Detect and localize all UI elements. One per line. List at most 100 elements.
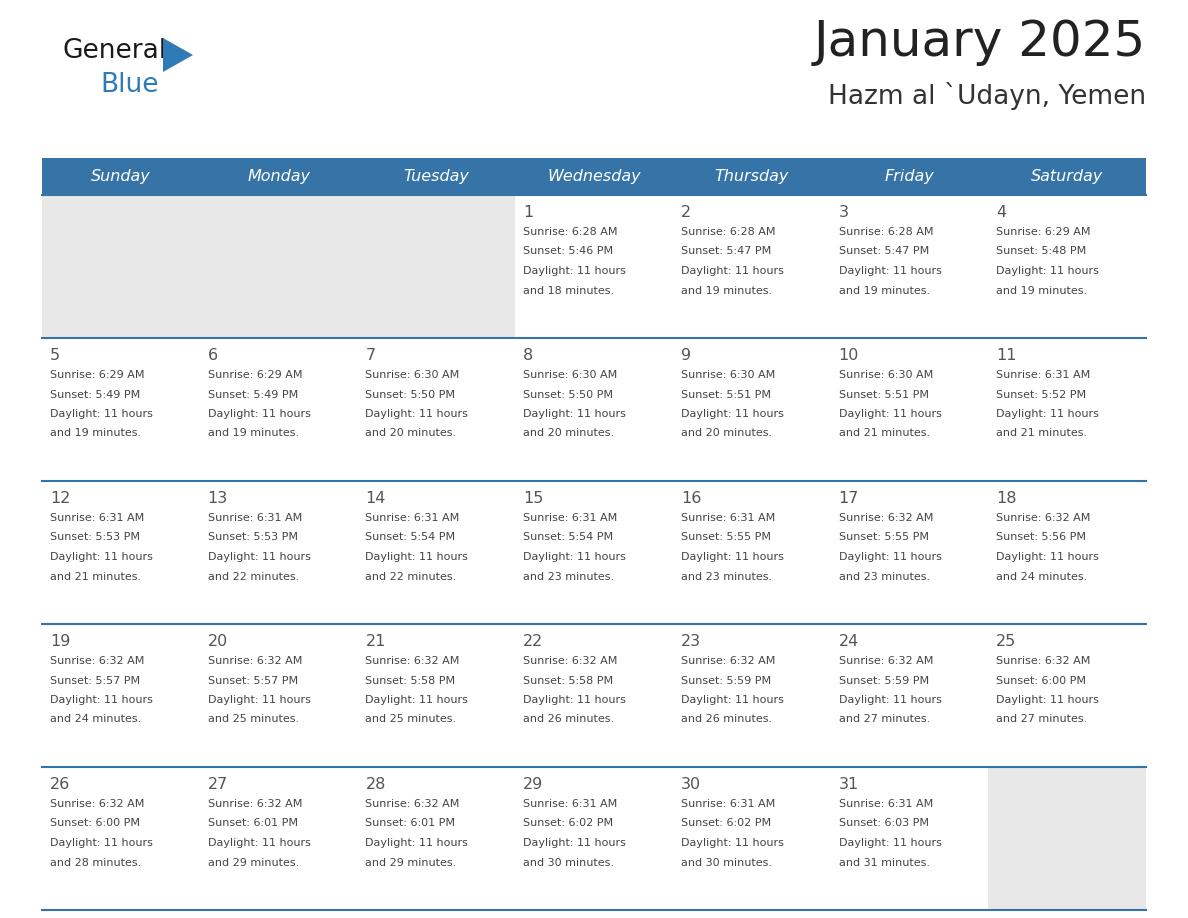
- Text: Sunrise: 6:32 AM: Sunrise: 6:32 AM: [208, 799, 302, 809]
- Text: Sunset: 5:47 PM: Sunset: 5:47 PM: [839, 247, 929, 256]
- Text: and 26 minutes.: and 26 minutes.: [523, 714, 614, 724]
- Bar: [200, 624, 358, 767]
- Text: Sunrise: 6:31 AM: Sunrise: 6:31 AM: [208, 513, 302, 523]
- Text: and 25 minutes.: and 25 minutes.: [208, 714, 299, 724]
- Text: Daylight: 11 hours: Daylight: 11 hours: [50, 409, 153, 419]
- Bar: [42, 624, 200, 767]
- Text: Sunset: 5:54 PM: Sunset: 5:54 PM: [366, 532, 455, 543]
- Text: and 21 minutes.: and 21 minutes.: [50, 572, 141, 581]
- Bar: [830, 624, 988, 767]
- Text: Daylight: 11 hours: Daylight: 11 hours: [366, 552, 468, 562]
- Text: and 20 minutes.: and 20 minutes.: [681, 429, 772, 439]
- Text: and 19 minutes.: and 19 minutes.: [681, 285, 772, 296]
- Text: and 27 minutes.: and 27 minutes.: [839, 714, 930, 724]
- Text: Sunrise: 6:30 AM: Sunrise: 6:30 AM: [839, 370, 933, 380]
- Text: Daylight: 11 hours: Daylight: 11 hours: [839, 838, 941, 848]
- Text: Sunset: 5:58 PM: Sunset: 5:58 PM: [523, 676, 613, 686]
- Text: 23: 23: [681, 634, 701, 649]
- Text: Sunset: 5:49 PM: Sunset: 5:49 PM: [208, 389, 298, 399]
- Text: Sunset: 6:00 PM: Sunset: 6:00 PM: [997, 676, 1086, 686]
- Text: Saturday: Saturday: [1031, 169, 1104, 184]
- Text: Sunrise: 6:31 AM: Sunrise: 6:31 AM: [681, 799, 775, 809]
- Text: Sunset: 6:03 PM: Sunset: 6:03 PM: [839, 819, 929, 829]
- Text: Sunrise: 6:31 AM: Sunrise: 6:31 AM: [523, 513, 618, 523]
- Text: Sunset: 5:47 PM: Sunset: 5:47 PM: [681, 247, 771, 256]
- Text: Sunrise: 6:32 AM: Sunrise: 6:32 AM: [997, 513, 1091, 523]
- Bar: [42, 338, 200, 481]
- Text: and 27 minutes.: and 27 minutes.: [997, 714, 1087, 724]
- Text: Sunset: 6:02 PM: Sunset: 6:02 PM: [681, 819, 771, 829]
- Text: and 24 minutes.: and 24 minutes.: [50, 714, 141, 724]
- Text: 10: 10: [839, 348, 859, 363]
- Text: Daylight: 11 hours: Daylight: 11 hours: [523, 695, 626, 705]
- Bar: [672, 338, 830, 481]
- Bar: [830, 195, 988, 338]
- Text: Daylight: 11 hours: Daylight: 11 hours: [839, 266, 941, 276]
- Text: 15: 15: [523, 491, 544, 506]
- Bar: [830, 767, 988, 910]
- Text: 25: 25: [997, 634, 1017, 649]
- Text: Sunrise: 6:30 AM: Sunrise: 6:30 AM: [366, 370, 460, 380]
- Text: Sunrise: 6:32 AM: Sunrise: 6:32 AM: [208, 656, 302, 666]
- Text: 16: 16: [681, 491, 701, 506]
- Bar: [672, 481, 830, 624]
- Text: Sunrise: 6:32 AM: Sunrise: 6:32 AM: [997, 656, 1091, 666]
- Text: and 23 minutes.: and 23 minutes.: [681, 572, 772, 581]
- Bar: [988, 195, 1146, 338]
- Bar: [516, 338, 672, 481]
- Bar: [672, 767, 830, 910]
- Bar: [358, 481, 516, 624]
- Text: Sunset: 5:54 PM: Sunset: 5:54 PM: [523, 532, 613, 543]
- Text: 17: 17: [839, 491, 859, 506]
- Bar: [358, 338, 516, 481]
- Text: Daylight: 11 hours: Daylight: 11 hours: [366, 409, 468, 419]
- Text: Sunset: 5:59 PM: Sunset: 5:59 PM: [681, 676, 771, 686]
- Text: Sunset: 5:55 PM: Sunset: 5:55 PM: [839, 532, 929, 543]
- Bar: [42, 195, 200, 338]
- Text: Sunrise: 6:32 AM: Sunrise: 6:32 AM: [50, 799, 145, 809]
- Text: Sunrise: 6:28 AM: Sunrise: 6:28 AM: [523, 227, 618, 237]
- Text: and 30 minutes.: and 30 minutes.: [681, 857, 772, 868]
- Text: Sunset: 5:48 PM: Sunset: 5:48 PM: [997, 247, 1087, 256]
- Text: Friday: Friday: [885, 169, 934, 184]
- Text: and 19 minutes.: and 19 minutes.: [997, 285, 1087, 296]
- Text: Sunrise: 6:32 AM: Sunrise: 6:32 AM: [839, 513, 933, 523]
- Text: and 29 minutes.: and 29 minutes.: [208, 857, 299, 868]
- Text: 18: 18: [997, 491, 1017, 506]
- Bar: [42, 481, 200, 624]
- Bar: [200, 767, 358, 910]
- Bar: [988, 338, 1146, 481]
- Text: Daylight: 11 hours: Daylight: 11 hours: [208, 409, 310, 419]
- Text: 19: 19: [50, 634, 70, 649]
- Text: Daylight: 11 hours: Daylight: 11 hours: [839, 409, 941, 419]
- Text: 24: 24: [839, 634, 859, 649]
- Text: Sunset: 5:58 PM: Sunset: 5:58 PM: [366, 676, 455, 686]
- Text: Sunset: 5:56 PM: Sunset: 5:56 PM: [997, 532, 1086, 543]
- Text: Daylight: 11 hours: Daylight: 11 hours: [681, 695, 784, 705]
- Text: Sunset: 5:53 PM: Sunset: 5:53 PM: [50, 532, 140, 543]
- Text: Daylight: 11 hours: Daylight: 11 hours: [523, 409, 626, 419]
- Text: Daylight: 11 hours: Daylight: 11 hours: [523, 552, 626, 562]
- Text: Daylight: 11 hours: Daylight: 11 hours: [50, 838, 153, 848]
- Text: Sunset: 6:01 PM: Sunset: 6:01 PM: [366, 819, 455, 829]
- Text: 8: 8: [523, 348, 533, 363]
- Bar: [358, 767, 516, 910]
- Bar: [830, 338, 988, 481]
- Text: Daylight: 11 hours: Daylight: 11 hours: [366, 695, 468, 705]
- Text: Daylight: 11 hours: Daylight: 11 hours: [208, 695, 310, 705]
- Bar: [988, 481, 1146, 624]
- Bar: [516, 195, 672, 338]
- Text: and 29 minutes.: and 29 minutes.: [366, 857, 456, 868]
- Text: Wednesday: Wednesday: [548, 169, 640, 184]
- Text: Daylight: 11 hours: Daylight: 11 hours: [50, 552, 153, 562]
- Text: Daylight: 11 hours: Daylight: 11 hours: [997, 552, 1099, 562]
- Text: Sunset: 5:52 PM: Sunset: 5:52 PM: [997, 389, 1086, 399]
- Bar: [42, 767, 200, 910]
- Text: and 23 minutes.: and 23 minutes.: [523, 572, 614, 581]
- Text: 6: 6: [208, 348, 217, 363]
- Text: Daylight: 11 hours: Daylight: 11 hours: [681, 409, 784, 419]
- Text: Daylight: 11 hours: Daylight: 11 hours: [523, 266, 626, 276]
- Text: and 19 minutes.: and 19 minutes.: [839, 285, 930, 296]
- Text: Sunset: 5:46 PM: Sunset: 5:46 PM: [523, 247, 613, 256]
- Text: Daylight: 11 hours: Daylight: 11 hours: [208, 552, 310, 562]
